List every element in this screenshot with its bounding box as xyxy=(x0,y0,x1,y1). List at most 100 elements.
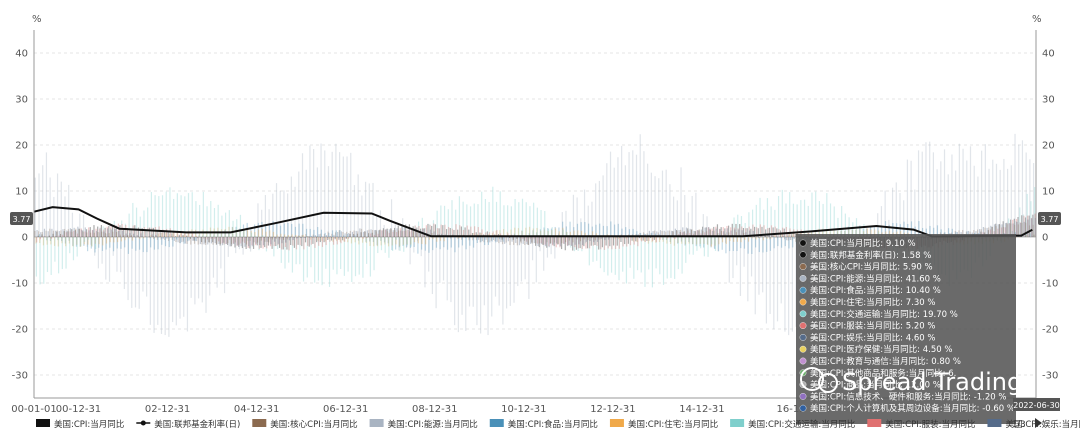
bar xyxy=(250,232,253,237)
bar xyxy=(428,237,430,272)
x-tick-label: 04-12-31 xyxy=(234,404,279,415)
bar xyxy=(776,237,778,239)
bar xyxy=(568,237,570,241)
bar xyxy=(729,237,731,252)
bar xyxy=(936,225,939,237)
bar xyxy=(228,210,230,237)
bar xyxy=(254,235,256,237)
bar xyxy=(940,229,942,237)
bar xyxy=(485,232,487,237)
bar xyxy=(787,232,789,237)
bar xyxy=(691,229,693,237)
bar xyxy=(370,233,372,237)
bar xyxy=(833,206,835,237)
bar xyxy=(987,230,989,237)
legend-item[interactable]: 美国:CPI:当月同比 xyxy=(36,419,124,430)
bar xyxy=(161,195,164,237)
bar xyxy=(395,237,397,245)
bar xyxy=(432,237,434,240)
bar xyxy=(1005,223,1007,237)
bar xyxy=(464,227,466,237)
bar xyxy=(357,231,359,237)
legend-item[interactable]: 美国:CPI:食品:当月同比 xyxy=(489,419,598,430)
bar xyxy=(199,204,201,237)
legend-item[interactable]: 美国:CPI:娱乐:当月同比 xyxy=(987,419,1080,430)
bar xyxy=(112,237,114,256)
bar xyxy=(428,237,430,253)
bar xyxy=(108,233,110,237)
bar xyxy=(49,237,52,242)
bar xyxy=(555,237,557,248)
bar xyxy=(581,237,584,246)
bar xyxy=(299,237,301,246)
bar xyxy=(765,235,767,237)
bar xyxy=(583,237,585,247)
bar xyxy=(601,237,603,248)
bar xyxy=(594,237,596,241)
bar xyxy=(618,237,620,240)
legend-item[interactable]: 美国:CPI:交通运输:当月同比 xyxy=(730,419,855,430)
bar xyxy=(1022,214,1025,237)
bar xyxy=(298,235,301,237)
tooltip-marker xyxy=(799,286,807,294)
bar xyxy=(267,237,269,246)
bar xyxy=(90,232,92,237)
bar xyxy=(918,221,920,237)
bar xyxy=(142,237,144,253)
legend[interactable]: 美国:CPI:当月同比 美国:联邦基金利率(日) 美国:核心CPI:当月同比 美国:C… xyxy=(36,419,1080,430)
bar xyxy=(743,237,745,267)
bar xyxy=(1011,230,1013,237)
watermark: Spread Trading xyxy=(800,367,1022,396)
bar xyxy=(281,237,283,250)
bar xyxy=(1029,233,1031,237)
bar xyxy=(786,237,788,241)
legend-item[interactable]: 美国:核心CPI:当月同比 xyxy=(252,419,358,430)
legend-next-icon[interactable] xyxy=(1035,418,1042,428)
bar xyxy=(329,235,331,237)
bar xyxy=(246,228,249,237)
bar xyxy=(962,229,964,237)
bar xyxy=(698,232,701,237)
bar xyxy=(783,237,786,240)
legend-item[interactable]: 美国:CPI:服装:当月同比 xyxy=(867,419,975,430)
bar xyxy=(102,229,105,237)
bar xyxy=(183,237,185,317)
bar xyxy=(279,190,281,237)
bar xyxy=(788,237,790,336)
bar xyxy=(551,227,553,237)
bar xyxy=(607,237,610,240)
bar xyxy=(470,226,472,237)
bar xyxy=(391,237,393,246)
y-tick-label-left: 40 xyxy=(15,49,28,60)
bar xyxy=(567,237,569,247)
bar xyxy=(653,237,655,240)
bar xyxy=(724,237,727,243)
bar xyxy=(684,195,686,237)
bar xyxy=(899,192,901,237)
legend-item[interactable]: 美国:联邦基金利率(日) xyxy=(136,419,240,430)
bar xyxy=(499,230,501,237)
bar xyxy=(421,237,423,245)
bar xyxy=(254,224,256,237)
bar xyxy=(446,237,448,301)
bar xyxy=(593,237,595,243)
bar xyxy=(1025,222,1027,237)
bar xyxy=(417,237,419,254)
bar xyxy=(565,210,567,237)
bar xyxy=(251,237,253,247)
legend-item[interactable]: 美国:CPI:住宅:当月同比 xyxy=(609,419,718,430)
bar xyxy=(673,237,675,246)
bar xyxy=(487,237,490,245)
bar xyxy=(319,237,321,243)
bar xyxy=(488,202,490,237)
bar xyxy=(38,234,40,237)
legend-item[interactable]: 美国:CPI:能源:当月同比 xyxy=(369,419,478,430)
bar xyxy=(78,228,80,237)
bar xyxy=(550,237,552,255)
bar xyxy=(56,173,59,237)
bar xyxy=(387,237,390,247)
bar xyxy=(655,237,657,243)
bar xyxy=(599,223,601,237)
bar xyxy=(557,237,559,244)
bar xyxy=(343,235,345,237)
